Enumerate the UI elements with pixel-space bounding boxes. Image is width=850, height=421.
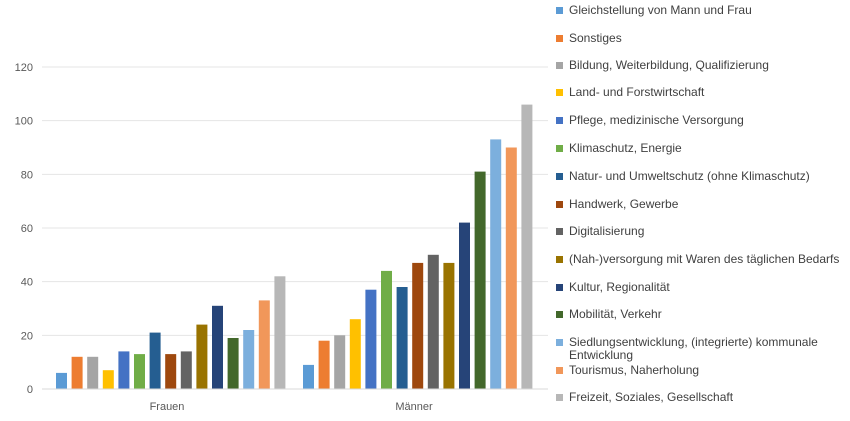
legend-swatch bbox=[556, 35, 563, 42]
legend-swatch bbox=[556, 284, 563, 291]
bar-frauen-14 bbox=[274, 276, 286, 389]
legend-label: Sonstiges bbox=[569, 31, 622, 45]
legend-label: Pflege, medizinische Versorgung bbox=[569, 113, 744, 127]
legend-swatch bbox=[556, 311, 563, 318]
legend-label: Digitalisierung bbox=[569, 224, 645, 238]
bar-frauen-11 bbox=[227, 338, 239, 389]
bar-maenner-10 bbox=[459, 222, 470, 389]
bar-frauen-1 bbox=[71, 356, 83, 389]
legend-swatch bbox=[556, 201, 563, 208]
bar-frauen-4 bbox=[118, 351, 130, 389]
y-tick-label: 20 bbox=[21, 330, 33, 342]
bar-frauen-8 bbox=[180, 351, 192, 389]
legend-label: Siedlungsentwicklung, (integrierte) komm… bbox=[569, 335, 818, 362]
legend-swatch bbox=[556, 256, 563, 263]
legend-label: Freizeit, Soziales, Gesellschaft bbox=[569, 390, 734, 404]
bar-frauen-10 bbox=[212, 305, 223, 389]
bar-maenner-1 bbox=[318, 340, 330, 389]
bar-maenner-4 bbox=[365, 289, 377, 389]
bar-frauen-6 bbox=[149, 332, 161, 389]
legend-label: Gleichstellung von Mann und Frau bbox=[569, 3, 752, 17]
y-tick-label: 80 bbox=[21, 169, 33, 181]
bar-maenner-11 bbox=[474, 171, 486, 389]
category-label-maenner: Männer bbox=[395, 401, 433, 413]
legend-swatch bbox=[556, 7, 563, 14]
gridlines bbox=[42, 66, 548, 336]
bar-frauen-13 bbox=[258, 300, 270, 389]
bar-maenner-13 bbox=[505, 147, 517, 389]
bar-frauen-9 bbox=[196, 324, 208, 389]
bar-frauen-3 bbox=[102, 370, 114, 389]
legend-label: Mobilität, Verkehr bbox=[569, 307, 662, 321]
y-tick-label: 40 bbox=[21, 277, 33, 289]
bar-maenner-12 bbox=[490, 139, 502, 389]
legend-label: Klimaschutz, Energie bbox=[569, 141, 682, 155]
y-tick-label: 100 bbox=[15, 116, 33, 128]
bar-maenner-5 bbox=[381, 270, 392, 389]
bar-maenner-9 bbox=[443, 262, 455, 389]
bars bbox=[56, 104, 533, 389]
legend-swatch bbox=[556, 228, 563, 235]
bar-maenner-2 bbox=[334, 335, 346, 389]
legend-label: Land- und Forstwirtschaft bbox=[569, 85, 705, 99]
y-tick-label: 60 bbox=[21, 223, 33, 235]
bar-maenner-6 bbox=[396, 287, 408, 389]
bar-maenner-8 bbox=[427, 254, 439, 389]
legend-swatch bbox=[556, 339, 563, 346]
legend-swatch bbox=[556, 62, 563, 69]
legend-label: (Nah-)versorgung mit Waren des täglichen… bbox=[569, 252, 840, 266]
bar-frauen-0 bbox=[56, 372, 67, 389]
bar-maenner-0 bbox=[303, 364, 314, 389]
bar-maenner-7 bbox=[412, 262, 424, 389]
bar-frauen-7 bbox=[165, 354, 177, 389]
legend-swatch bbox=[556, 367, 563, 374]
legend-label: Handwerk, Gewerbe bbox=[569, 197, 679, 211]
legend-swatch bbox=[556, 89, 563, 96]
legend-swatch bbox=[556, 117, 563, 124]
bar-maenner-3 bbox=[349, 319, 361, 389]
bar-frauen-12 bbox=[243, 330, 255, 389]
legend-swatch bbox=[556, 173, 563, 180]
y-axis-ticks: 0 20 40 60 80 100 120 bbox=[15, 62, 33, 396]
legend-label: Tourismus, Naherholung bbox=[569, 363, 700, 377]
legend-swatch bbox=[556, 394, 563, 401]
legend-label: Natur- und Umweltschutz (ohne Klimaschut… bbox=[569, 169, 810, 183]
category-label-frauen: Frauen bbox=[150, 401, 185, 413]
y-tick-label: 0 bbox=[27, 384, 33, 396]
bar-maenner-14 bbox=[521, 104, 533, 389]
legend-label: Kultur, Regionalität bbox=[569, 280, 670, 294]
legend-label: Bildung, Weiterbildung, Qualifizierung bbox=[569, 58, 769, 72]
y-tick-label: 120 bbox=[15, 62, 33, 74]
bar-frauen-5 bbox=[134, 354, 145, 389]
legend-swatch bbox=[556, 145, 563, 152]
bar-frauen-2 bbox=[87, 356, 99, 389]
